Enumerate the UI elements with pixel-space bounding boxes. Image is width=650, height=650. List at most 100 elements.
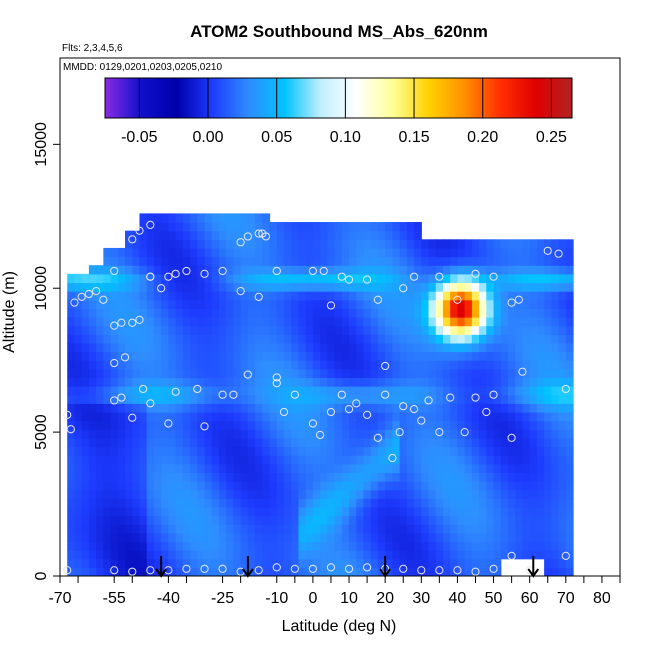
heatmap-cell [146,498,155,508]
heatmap-cell [276,567,285,576]
heatmap-cell [551,472,560,482]
data-point [514,295,523,304]
heatmap-cell [399,524,408,534]
heatmap-cell [204,532,213,543]
heatmap-cell [168,282,177,292]
heatmap-cell [479,567,487,576]
heatmap-cell [226,463,235,473]
heatmap-cell [551,558,560,568]
heatmap-cell [269,317,278,327]
heatmap-cell [457,558,466,568]
heatmap-cell [298,472,307,482]
data-point [110,321,119,330]
heatmap-cell [442,256,451,266]
data-point [399,402,408,411]
heatmap-cell [428,342,437,353]
heatmap-cell [190,558,198,568]
heatmap-cell [377,394,386,404]
heatmap-cell [551,334,560,344]
heatmap-cell [486,360,495,370]
heatmap-cell [551,481,560,491]
heatmap-cell [240,325,249,335]
heatmap-cell [67,437,76,448]
heatmap-cell [161,550,169,560]
heatmap-cell [117,429,126,439]
heatmap-cell [190,247,198,258]
heatmap-cell [406,377,415,387]
heatmap-cell [428,265,437,275]
data-point [254,292,263,301]
heatmap-cell [146,247,155,258]
heatmap-cell [522,377,531,387]
heatmap-cell [486,368,495,379]
heatmap-cell [153,515,162,525]
heatmap-cell [291,481,300,491]
heatmap-cell [161,515,169,525]
heatmap-cell [312,446,321,456]
heatmap-cell [146,351,155,361]
heatmap-cell [125,481,133,491]
heatmap-cell [146,360,155,370]
heatmap-cell [421,524,430,534]
heatmap-cell [161,437,169,448]
heatmap-cell [544,334,552,344]
heatmap-cell [125,420,133,430]
heatmap-cell [529,317,538,327]
heatmap-cell [406,558,415,568]
heatmap-cell [139,247,148,258]
heatmap-cell [327,222,336,232]
data-point [326,563,336,572]
heatmap-cell [421,360,430,370]
heatmap-cell [486,524,495,534]
heatmap-cell [558,429,567,439]
heatmap-cell [392,455,401,465]
heatmap-cell [551,498,560,508]
heatmap-cell [153,429,162,439]
heatmap-cell [117,299,126,309]
heatmap-cell [558,334,567,344]
heatmap-cell [161,230,169,240]
heatmap-cell [168,403,177,413]
heatmap-cell [146,342,155,353]
heatmap-cell [392,532,401,543]
heatmap-cell [515,239,524,249]
heatmap-cell [356,446,365,456]
heatmap-cell [197,506,206,517]
heatmap-cell [385,429,393,439]
heatmap-cell [421,256,430,266]
heatmap-cell [125,532,133,543]
heatmap-cell [269,222,278,232]
heatmap-cell [117,325,126,335]
heatmap-cell [233,506,242,517]
heatmap-cell [153,455,162,465]
heatmap-cell [421,299,430,309]
heatmap-cell [385,299,393,309]
heatmap-cell [218,481,227,491]
heatmap-cell [536,386,545,396]
heatmap-cell [298,532,307,543]
heatmap-cell [479,334,487,344]
heatmap-cell [132,429,141,439]
heatmap-cell [175,411,184,422]
heatmap-cell [132,506,141,517]
heatmap-cell [204,567,213,576]
heatmap-cell [486,446,495,456]
heatmap-cell [370,308,379,318]
heatmap-cell [233,299,242,309]
data-point [344,275,354,284]
heatmap-cell [161,239,169,249]
heatmap-cell [88,273,97,284]
heatmap-cell [493,550,502,560]
heatmap-cell [262,411,271,422]
heatmap-cell [204,411,213,422]
heatmap-cell [493,506,502,517]
heatmap-cell [117,334,126,344]
heatmap-cell [500,472,509,482]
heatmap-cell [479,299,487,309]
heatmap-cell [161,394,169,404]
heatmap-cell [146,403,155,413]
heatmap-cell [406,550,415,560]
heatmap-cell [312,532,321,543]
heatmap-cell [262,265,271,275]
heatmap-cell [471,273,480,284]
